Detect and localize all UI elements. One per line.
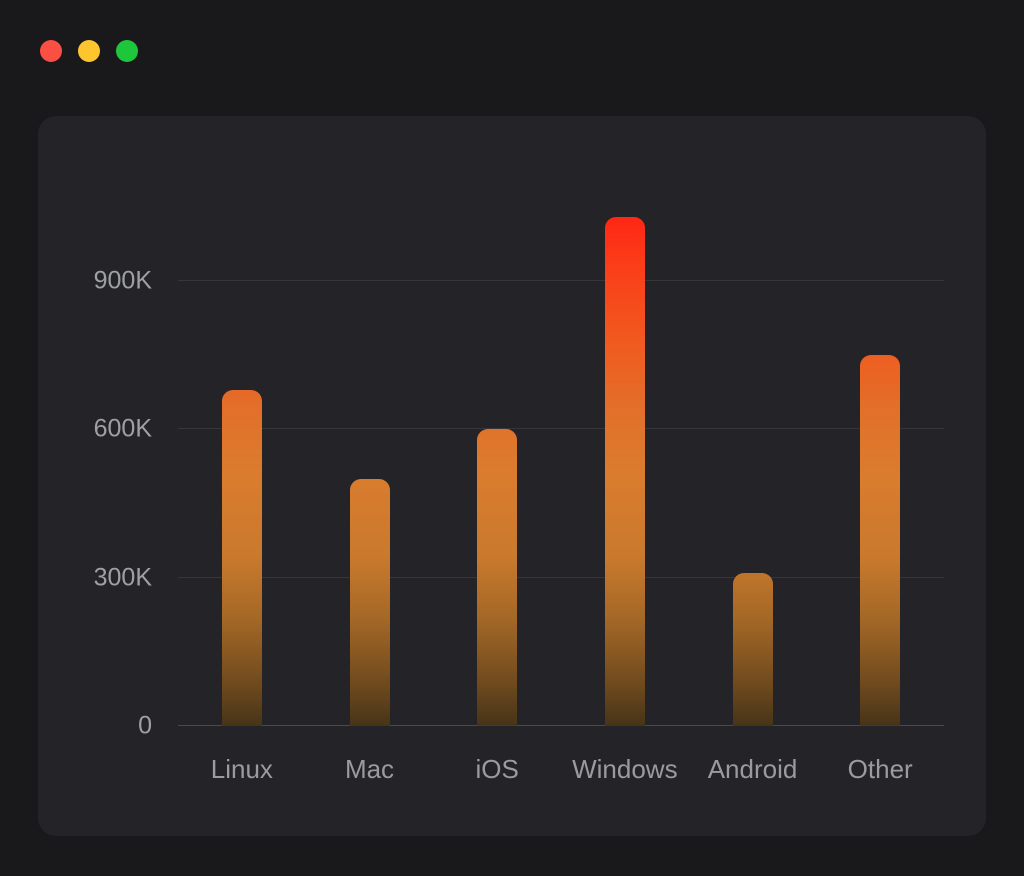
bar-ios[interactable] [477,429,518,726]
bar-column: Windows [561,202,689,782]
bar-column: Mac [306,202,434,782]
window-controls [40,40,138,62]
bar-linux[interactable] [221,389,262,726]
gridline [178,428,944,430]
bar-column: Android [689,202,817,782]
bar-other[interactable] [860,355,901,726]
bar-column: iOS [433,202,561,782]
gridline [178,576,944,578]
bar-windows[interactable] [604,216,645,726]
bar-column: Linux [178,202,306,782]
close-button[interactable] [40,40,62,62]
bar-column: Other [816,202,944,782]
y-axis-tick-label: 300K [93,563,152,592]
x-axis-line [178,725,944,726]
bar-android[interactable] [732,572,773,726]
x-axis-category-label: iOS [475,754,519,784]
gridline [178,280,944,282]
x-axis-category-label: Android [707,754,798,784]
y-axis-tick-label: 900K [93,266,152,295]
chart-panel: 900K 600K 300K 0 Linux Mac iOS Windows Android Ot… [38,116,986,836]
minimize-button[interactable] [78,40,100,62]
zoom-button[interactable] [116,40,138,62]
bar-mac[interactable] [349,478,390,726]
x-axis-category-label: Linux [210,754,273,784]
plot-area: 900K 600K 300K 0 Linux Mac iOS Windows Android Ot… [94,202,944,782]
x-axis-category-label: Other [847,754,913,784]
x-axis-category-label: Windows [572,754,678,784]
y-axis-tick-label: 0 [138,711,152,740]
x-axis-category-label: Mac [344,754,395,784]
y-axis-tick-label: 600K [93,414,152,443]
